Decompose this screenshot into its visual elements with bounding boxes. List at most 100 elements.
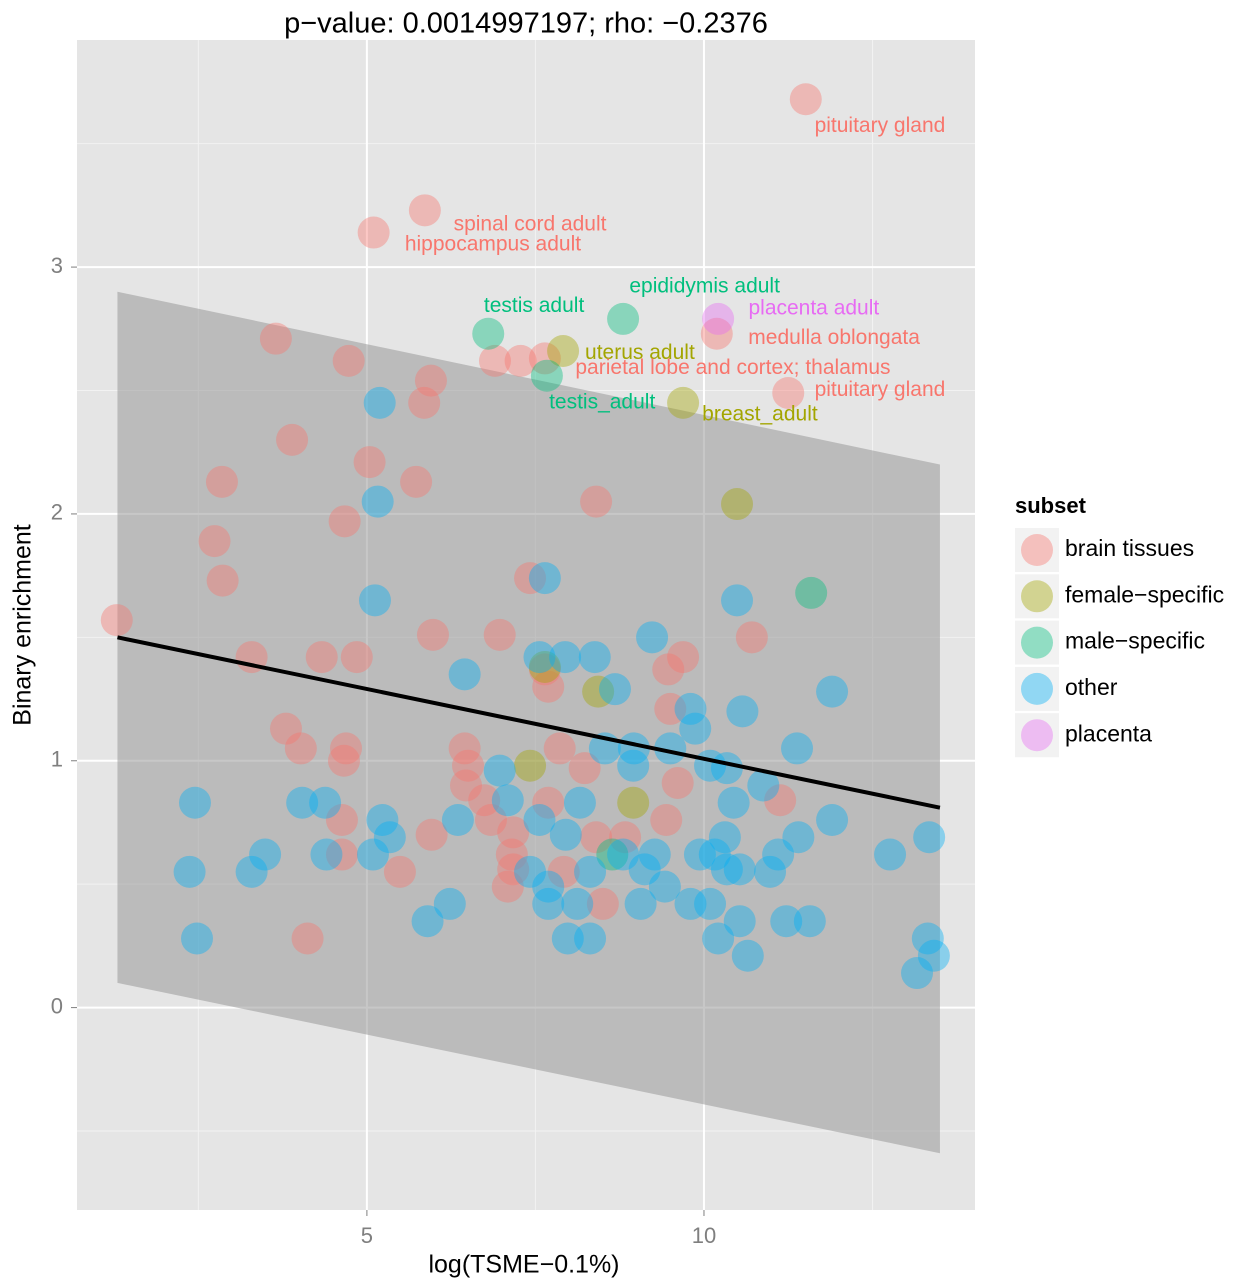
point-annotation: pituitary gland [815,114,946,137]
point [723,853,756,886]
point-annotation: breast_adult [702,403,818,426]
point [414,364,447,397]
point [574,855,607,888]
point [772,376,805,409]
point [528,653,561,686]
point [286,786,319,819]
legend-label: placenta [1065,720,1152,746]
legend-key-bg [1015,713,1059,758]
point-annotation: uterus adult [585,341,695,364]
legend-label: female−specific [1065,581,1224,607]
point [650,804,683,836]
point [563,786,596,819]
point [259,322,292,355]
point [667,641,700,674]
point [679,712,712,745]
point [698,838,731,871]
point [661,766,694,799]
point [580,485,613,518]
point [206,564,239,597]
point-annotation: testis adult [484,294,585,317]
x-axis-label: log(TSME−0.1%) [428,1251,619,1279]
chart-title: p−value: 0.0014997197; rho: −0.2376 [284,8,768,40]
point [609,821,642,854]
legend-key [1021,719,1053,752]
point [325,838,358,871]
point [596,838,629,871]
point [674,692,707,725]
legend-key [1021,580,1053,613]
point [361,485,394,518]
point [408,386,441,419]
point-annotation: placenta adult [748,297,879,320]
point [452,749,485,782]
point [495,838,528,871]
point [491,870,524,903]
legend-key-bg [1015,620,1059,665]
point [726,695,759,728]
point [514,855,547,888]
legend-key [1021,626,1053,659]
point [816,804,849,836]
point [607,302,640,335]
y-tick-label: 3 [51,253,63,278]
point [373,821,406,854]
point [528,342,561,375]
point [408,194,441,227]
point [415,818,448,851]
point [723,905,756,938]
point [568,752,601,785]
point [358,584,391,617]
point [702,922,735,955]
point [816,675,849,708]
point [667,386,700,419]
point [874,838,907,871]
point [574,922,607,955]
point [309,786,342,819]
point [504,344,537,377]
point [448,658,481,691]
point [708,821,741,854]
point [491,784,524,817]
point [913,821,946,854]
point [523,641,556,674]
point [781,732,814,765]
point [549,641,582,674]
point-annotation: pituitary gland [815,378,946,401]
point [549,818,582,851]
point [793,905,826,938]
point [911,922,944,955]
point [721,488,754,521]
point [654,732,687,765]
point [449,769,482,802]
point [617,732,650,765]
point [173,855,206,888]
point [532,786,565,819]
point [178,786,211,819]
point [674,887,707,920]
point [598,673,631,706]
point [530,359,563,392]
point [782,821,815,854]
point [433,887,466,920]
point [249,838,282,871]
point [276,423,309,456]
point [762,838,795,871]
point [235,855,268,888]
legend-label: male−specific [1065,628,1205,654]
point [383,855,416,888]
point [700,317,733,350]
point [901,957,934,990]
point [528,562,561,595]
point [721,584,754,617]
legend-label: other [1065,674,1118,700]
point [205,465,238,498]
point [702,302,735,335]
point [561,887,594,920]
point [551,922,584,955]
point [448,732,481,765]
point [532,870,565,903]
x-tick-label: 10 [692,1223,716,1248]
point [532,887,565,920]
point [528,650,561,683]
